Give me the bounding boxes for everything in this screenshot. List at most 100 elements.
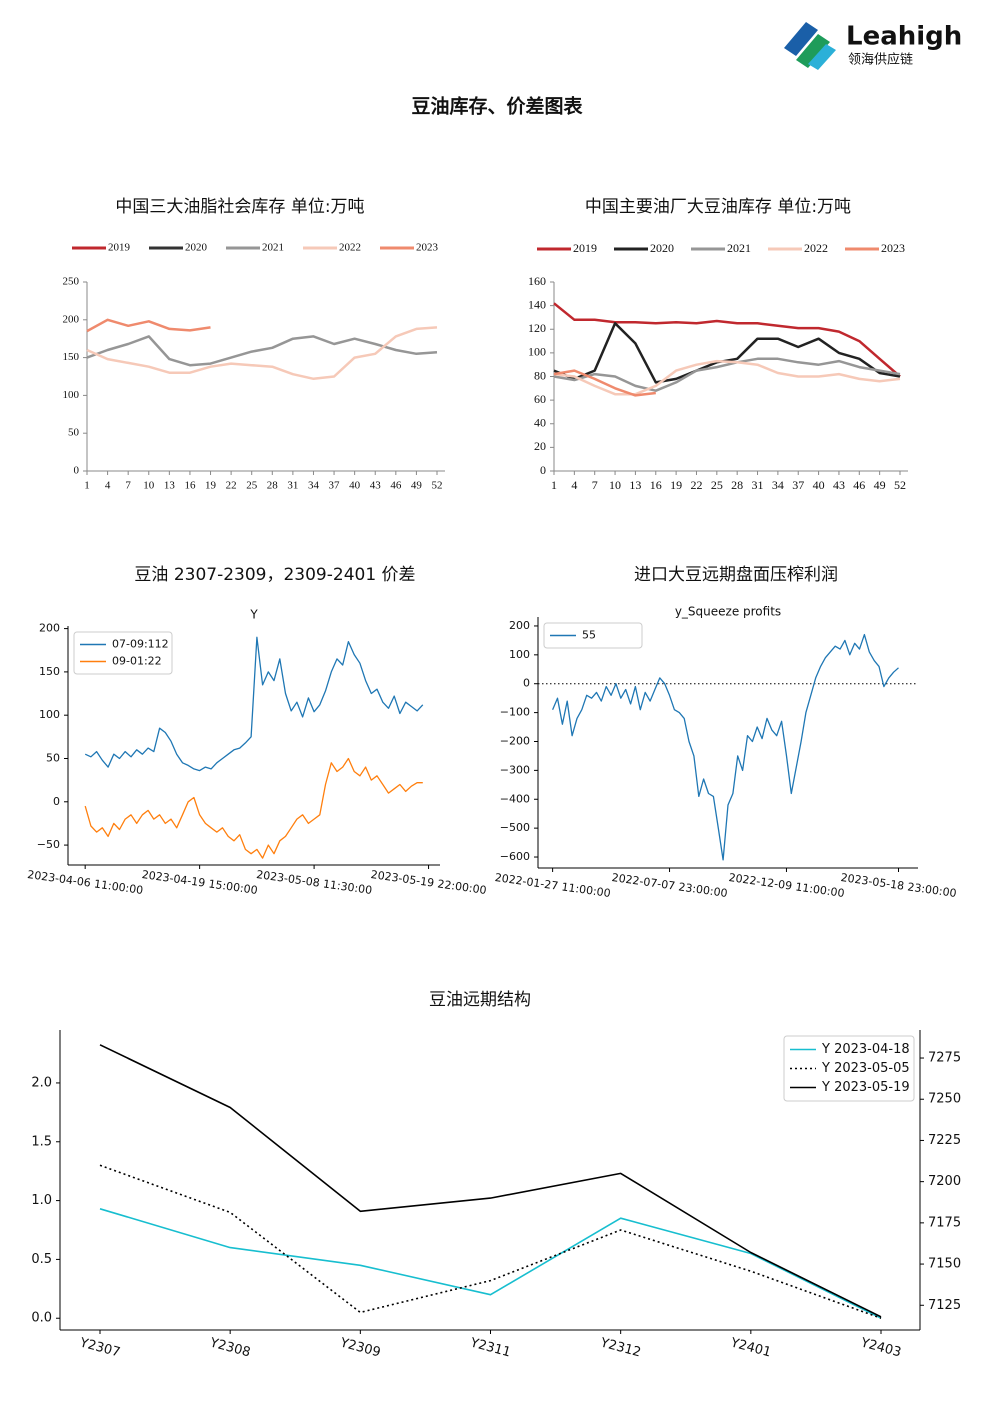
- x-tick-label: 25: [246, 480, 258, 492]
- series-line: [86, 318, 211, 333]
- x-tick-label: 2022-12-09 11:00:00: [728, 871, 846, 900]
- legend-label: Y 2023-05-19: [821, 1080, 910, 1095]
- x-tick-label: 52: [432, 480, 443, 492]
- x-tick-label: 7: [125, 480, 131, 492]
- x-tick-label: 31: [752, 478, 764, 492]
- x-tick-label: 7: [592, 478, 598, 492]
- x-tick-label: 10: [609, 478, 621, 492]
- legend-label: Y 2023-04-18: [821, 1042, 910, 1057]
- chart: 豆油远期结构 0.0 0.5 1.0 1.5 2.0 7125 7150 7175 7200 722…: [31, 990, 961, 1361]
- y-tick-label: 0: [74, 465, 80, 477]
- legend-label: 2021: [262, 242, 284, 254]
- y2-tick-label: 7175: [928, 1215, 961, 1230]
- y-tick-label: 20: [534, 439, 546, 453]
- page-title: 豆油库存、价差图表: [411, 95, 583, 118]
- legend-label: 2020: [650, 241, 674, 255]
- y-tick-label: 100: [509, 648, 530, 661]
- series-line: [99, 1164, 882, 1319]
- x-tick-label: 34: [308, 480, 320, 492]
- chart-subtitle: Y: [249, 608, 258, 622]
- x-tick-label: 19: [670, 478, 682, 492]
- series-line: [553, 369, 656, 397]
- legend-label: 2020: [185, 242, 208, 254]
- y2-tick-label: 7125: [928, 1298, 961, 1313]
- chart: 进口大豆远期盘面压榨利润 y_Squeeze profits −600 −500 −40…: [494, 565, 957, 900]
- legend-label: 2022: [804, 241, 828, 255]
- x-tick-label: 40: [349, 480, 361, 492]
- x-tick-label: 1: [84, 480, 90, 492]
- x-tick-label: 16: [650, 478, 662, 492]
- x-tick-label: 49: [411, 480, 423, 492]
- logo-text: Leahigh: [846, 22, 962, 52]
- legend-box: [73, 631, 173, 675]
- y-tick-label: 0.5: [31, 1252, 52, 1267]
- x-tick-label: Y2401: [728, 1335, 772, 1360]
- series-line: [553, 302, 901, 378]
- chart: 中国三大油脂社会库存 单位:万吨 0 50 100 150 200 250 1 4 7 10 13 16…: [63, 197, 445, 492]
- y-tick-label: 150: [39, 665, 60, 678]
- logo: Leahigh 领海供应链: [784, 22, 962, 70]
- legend-box: [543, 622, 643, 649]
- y2-tick-label: 7200: [928, 1174, 961, 1189]
- y2-tick-label: 7275: [928, 1051, 961, 1066]
- x-tick-label: 10: [143, 480, 155, 492]
- chart-title: 中国主要油厂大豆油库存 单位:万吨: [585, 197, 851, 217]
- x-tick-label: 22: [226, 480, 237, 492]
- x-tick-label: 1: [551, 478, 557, 492]
- y-tick-label: 0: [540, 463, 546, 477]
- y2-tick-label: 7150: [928, 1257, 961, 1272]
- y-tick-label: 200: [509, 619, 530, 632]
- x-tick-label: 31: [287, 480, 298, 492]
- y-tick-label: 100: [39, 708, 60, 721]
- y-tick-label: −400: [500, 792, 530, 805]
- x-tick-label: Y2312: [598, 1335, 642, 1360]
- series-line: [86, 335, 438, 367]
- y-tick-label: 1.5: [31, 1134, 52, 1149]
- chart-subtitle: y_Squeeze profits: [675, 605, 781, 619]
- y-tick-label: 140: [528, 297, 546, 311]
- legend-box: [783, 1035, 915, 1102]
- legend-label: 2023: [416, 242, 439, 254]
- x-tick-label: 4: [571, 478, 577, 492]
- legend-label: 2019: [573, 241, 597, 255]
- y-tick-label: −50: [37, 838, 60, 851]
- y-tick-label: 2.0: [31, 1075, 52, 1090]
- y-tick-label: 200: [63, 313, 80, 325]
- y-tick-label: 100: [528, 345, 546, 359]
- legend-label: 09-01:22: [112, 655, 162, 668]
- y-tick-label: 250: [63, 276, 80, 288]
- y2-tick-label: 7225: [928, 1133, 961, 1148]
- y-tick-label: 60: [534, 392, 546, 406]
- y-tick-label: 0: [523, 677, 530, 690]
- chart-title: 豆油远期结构: [429, 990, 531, 1010]
- x-tick-label: 16: [184, 480, 196, 492]
- y-tick-label: 1.0: [31, 1193, 52, 1208]
- series-line: [553, 322, 901, 384]
- x-tick-label: Y2307: [77, 1335, 121, 1360]
- series-line: [86, 326, 438, 381]
- x-tick-label: 2023-05-19 22:00:00: [370, 868, 488, 897]
- x-tick-label: Y2403: [858, 1335, 902, 1360]
- x-tick-label: 13: [164, 480, 176, 492]
- x-tick-label: 40: [813, 478, 825, 492]
- series-line: [99, 1044, 882, 1318]
- x-tick-label: Y2309: [338, 1335, 382, 1360]
- legend-label: 2022: [339, 242, 361, 254]
- y-tick-label: −300: [500, 763, 530, 776]
- x-tick-label: 13: [629, 478, 641, 492]
- y-tick-label: −600: [500, 850, 530, 863]
- logo-mark: [796, 34, 830, 68]
- legend-label: 2019: [108, 242, 131, 254]
- legend-label: 2021: [727, 241, 751, 255]
- series-line: [552, 633, 899, 861]
- series-line: [553, 357, 901, 392]
- x-tick-label: 2023-04-06 11:00:00: [26, 868, 144, 897]
- x-tick-label: 4: [105, 480, 111, 492]
- y-tick-label: −100: [500, 706, 530, 719]
- x-tick-label: 43: [833, 478, 845, 492]
- x-tick-label: 22: [690, 478, 702, 492]
- logo-mark: [808, 44, 836, 70]
- legend-label: Y 2023-05-05: [821, 1061, 910, 1076]
- x-tick-label: 34: [772, 478, 784, 492]
